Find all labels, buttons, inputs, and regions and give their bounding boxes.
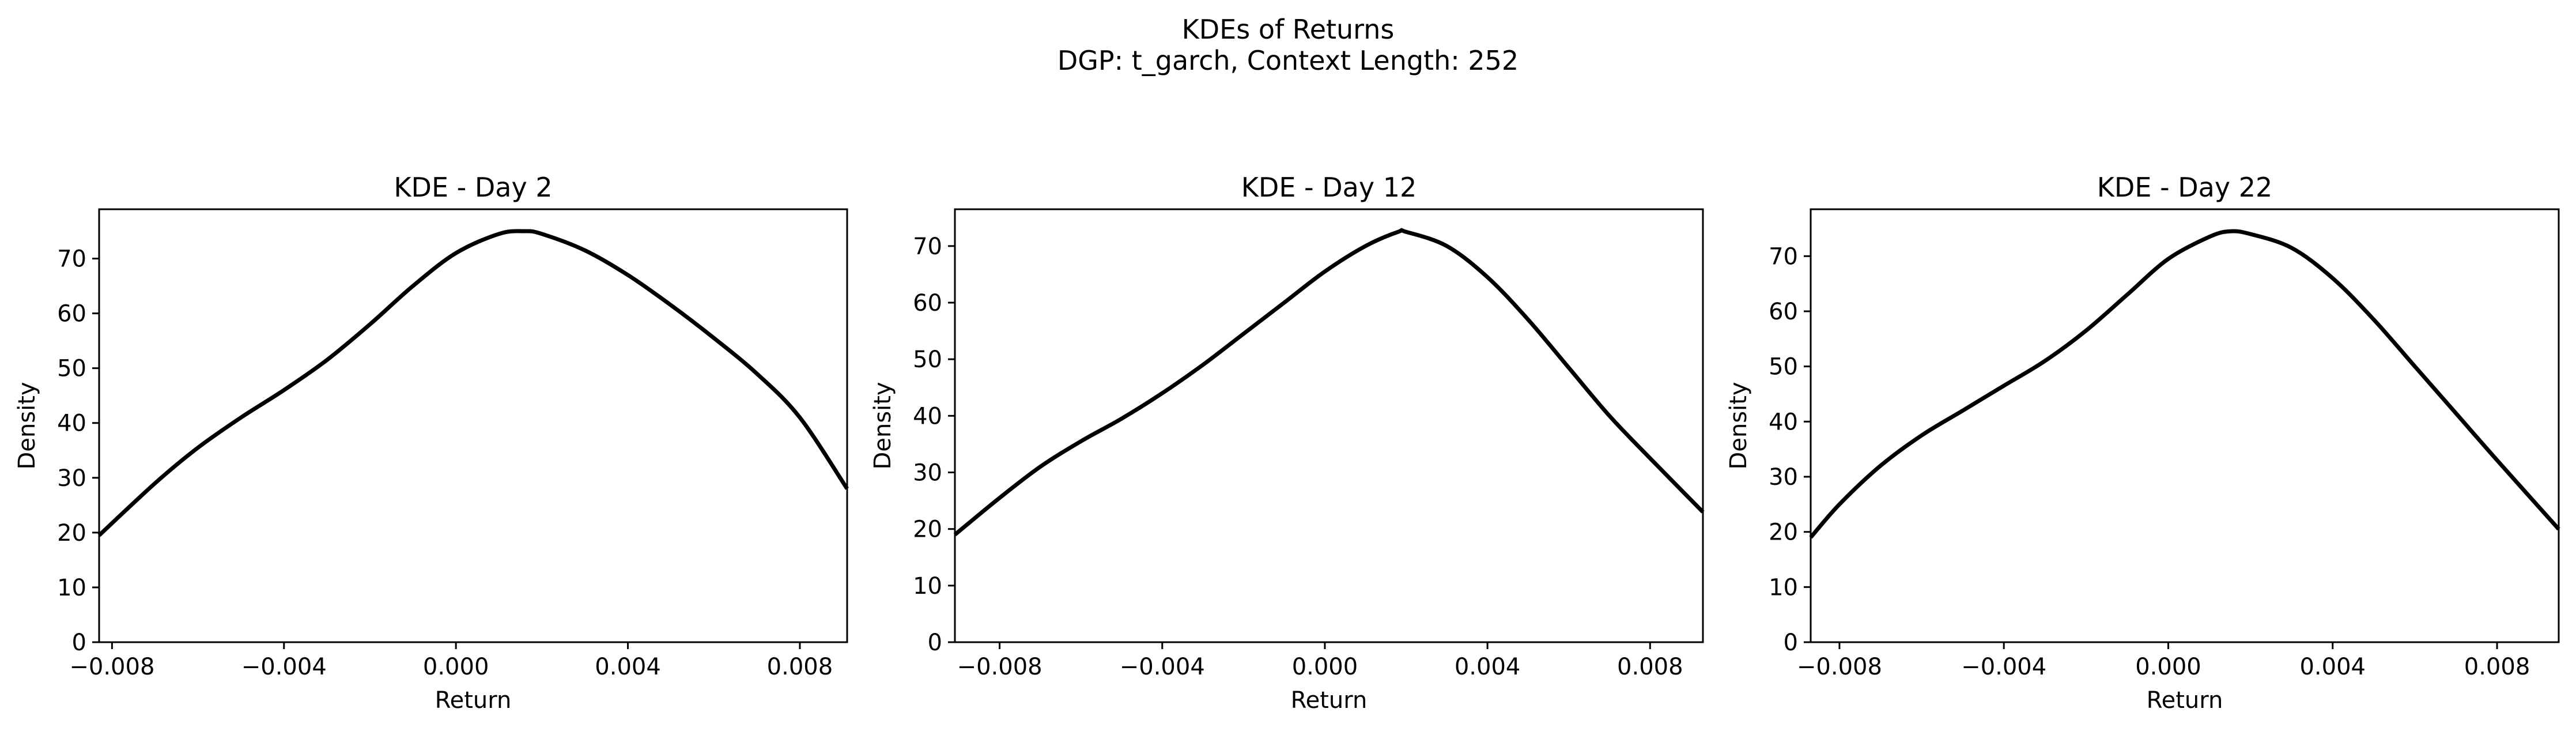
- kde-curve: [1809, 229, 2560, 539]
- axes-frame: [954, 208, 1704, 643]
- y-tick-label: 10: [1769, 574, 1798, 601]
- axes-frame: [1810, 208, 2560, 643]
- x-tick-label: 0.000: [2135, 654, 2201, 680]
- x-tick-label: 0.008: [767, 654, 833, 680]
- y-tick-label: 20: [57, 520, 86, 546]
- y-axis-label: Density: [1725, 382, 1752, 469]
- y-tick-label: 0: [1784, 630, 1798, 656]
- kde-panel: KDE - Day 12 −0.008 −0.004 0.000 0.004 0.008 0…: [870, 172, 1705, 714]
- y-tick-label: 60: [913, 290, 942, 316]
- y-tick-label: 60: [57, 301, 86, 327]
- figure-title: KDEs of Returns: [1181, 14, 1395, 45]
- kde-curve: [97, 229, 849, 537]
- panel-title: KDE - Day 2: [394, 172, 552, 203]
- y-tick-label: 40: [1769, 409, 1798, 435]
- y-tick-label: 10: [913, 573, 942, 600]
- y-tick-label: 50: [57, 356, 86, 382]
- x-tick-label: 0.004: [1455, 654, 1521, 680]
- x-tick-label: −0.004: [1120, 654, 1205, 680]
- y-tick-label: 20: [1769, 519, 1798, 546]
- x-axis-label: Return: [1291, 687, 1368, 714]
- y-tick-label: 40: [57, 410, 86, 437]
- x-tick-label: −0.004: [1961, 654, 2046, 680]
- panel-title: KDE - Day 22: [2097, 172, 2272, 203]
- kde-panel: KDE - Day 22 −0.008 −0.004 0.000 0.004 0.008 0…: [1725, 172, 2560, 714]
- y-axis-label: Density: [14, 382, 40, 469]
- y-tick-label: 30: [57, 465, 86, 492]
- y-tick-label: 50: [913, 346, 942, 373]
- y-tick-label: 50: [1769, 354, 1798, 380]
- x-tick-label: −0.008: [1797, 654, 1882, 680]
- x-tick-label: 0.008: [1617, 654, 1683, 680]
- y-tick-label: 10: [57, 575, 86, 601]
- x-tick-label: 0.004: [595, 654, 661, 680]
- panel-title: KDE - Day 12: [1241, 172, 1417, 203]
- x-tick-label: 0.008: [2464, 654, 2530, 680]
- y-tick-label: 20: [913, 517, 942, 543]
- x-tick-label: −0.008: [69, 654, 154, 680]
- y-tick-label: 0: [928, 630, 942, 656]
- x-tick-label: 0.004: [2299, 654, 2366, 680]
- x-axis-label: Return: [2147, 687, 2223, 714]
- kde-panel: KDE - Day 2 −0.008 −0.004 0.000 0.004 0.008 0 1…: [14, 172, 849, 714]
- y-tick-label: 70: [1769, 243, 1798, 270]
- y-tick-label: 70: [57, 246, 86, 273]
- y-tick-label: 30: [1769, 464, 1798, 491]
- y-tick-label: 60: [1769, 299, 1798, 325]
- figure-subtitle: DGP: t_garch, Context Length: 252: [1057, 45, 1519, 76]
- y-tick-label: 70: [913, 233, 942, 260]
- axes-frame: [98, 208, 848, 643]
- y-tick-label: 30: [913, 459, 942, 486]
- y-tick-label: 40: [913, 403, 942, 429]
- x-axis-label: Return: [435, 687, 512, 714]
- x-tick-label: 0.000: [423, 654, 489, 680]
- kde-curve: [953, 228, 1705, 537]
- x-tick-label: −0.008: [957, 654, 1043, 680]
- x-tick-label: −0.004: [241, 654, 327, 680]
- y-axis-label: Density: [870, 382, 896, 469]
- y-tick-label: 0: [72, 630, 86, 656]
- x-tick-label: 0.000: [1292, 654, 1358, 680]
